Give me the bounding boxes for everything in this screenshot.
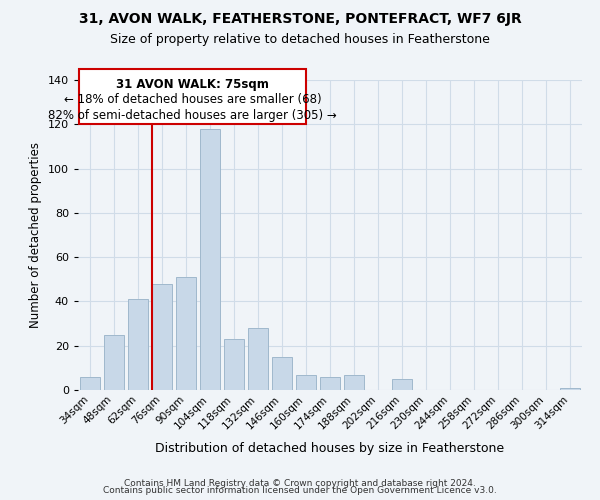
Bar xyxy=(296,374,316,390)
X-axis label: Distribution of detached houses by size in Featherstone: Distribution of detached houses by size … xyxy=(155,442,505,455)
Text: 31 AVON WALK: 75sqm: 31 AVON WALK: 75sqm xyxy=(116,78,269,91)
Bar xyxy=(224,339,244,390)
Bar xyxy=(128,299,148,390)
Text: ← 18% of detached houses are smaller (68): ← 18% of detached houses are smaller (68… xyxy=(64,94,322,106)
FancyBboxPatch shape xyxy=(79,69,306,124)
Bar xyxy=(248,328,268,390)
Bar xyxy=(80,376,100,390)
Bar xyxy=(272,357,292,390)
Bar xyxy=(320,376,340,390)
Bar xyxy=(392,379,412,390)
Bar xyxy=(560,388,580,390)
Text: Size of property relative to detached houses in Featherstone: Size of property relative to detached ho… xyxy=(110,32,490,46)
Text: 31, AVON WALK, FEATHERSTONE, PONTEFRACT, WF7 6JR: 31, AVON WALK, FEATHERSTONE, PONTEFRACT,… xyxy=(79,12,521,26)
Bar xyxy=(104,334,124,390)
Text: Contains public sector information licensed under the Open Government Licence v3: Contains public sector information licen… xyxy=(103,486,497,495)
Y-axis label: Number of detached properties: Number of detached properties xyxy=(29,142,42,328)
Bar xyxy=(152,284,172,390)
Bar xyxy=(176,277,196,390)
Bar xyxy=(344,374,364,390)
Bar xyxy=(200,128,220,390)
Text: Contains HM Land Registry data © Crown copyright and database right 2024.: Contains HM Land Registry data © Crown c… xyxy=(124,478,476,488)
Text: 82% of semi-detached houses are larger (305) →: 82% of semi-detached houses are larger (… xyxy=(48,109,337,122)
